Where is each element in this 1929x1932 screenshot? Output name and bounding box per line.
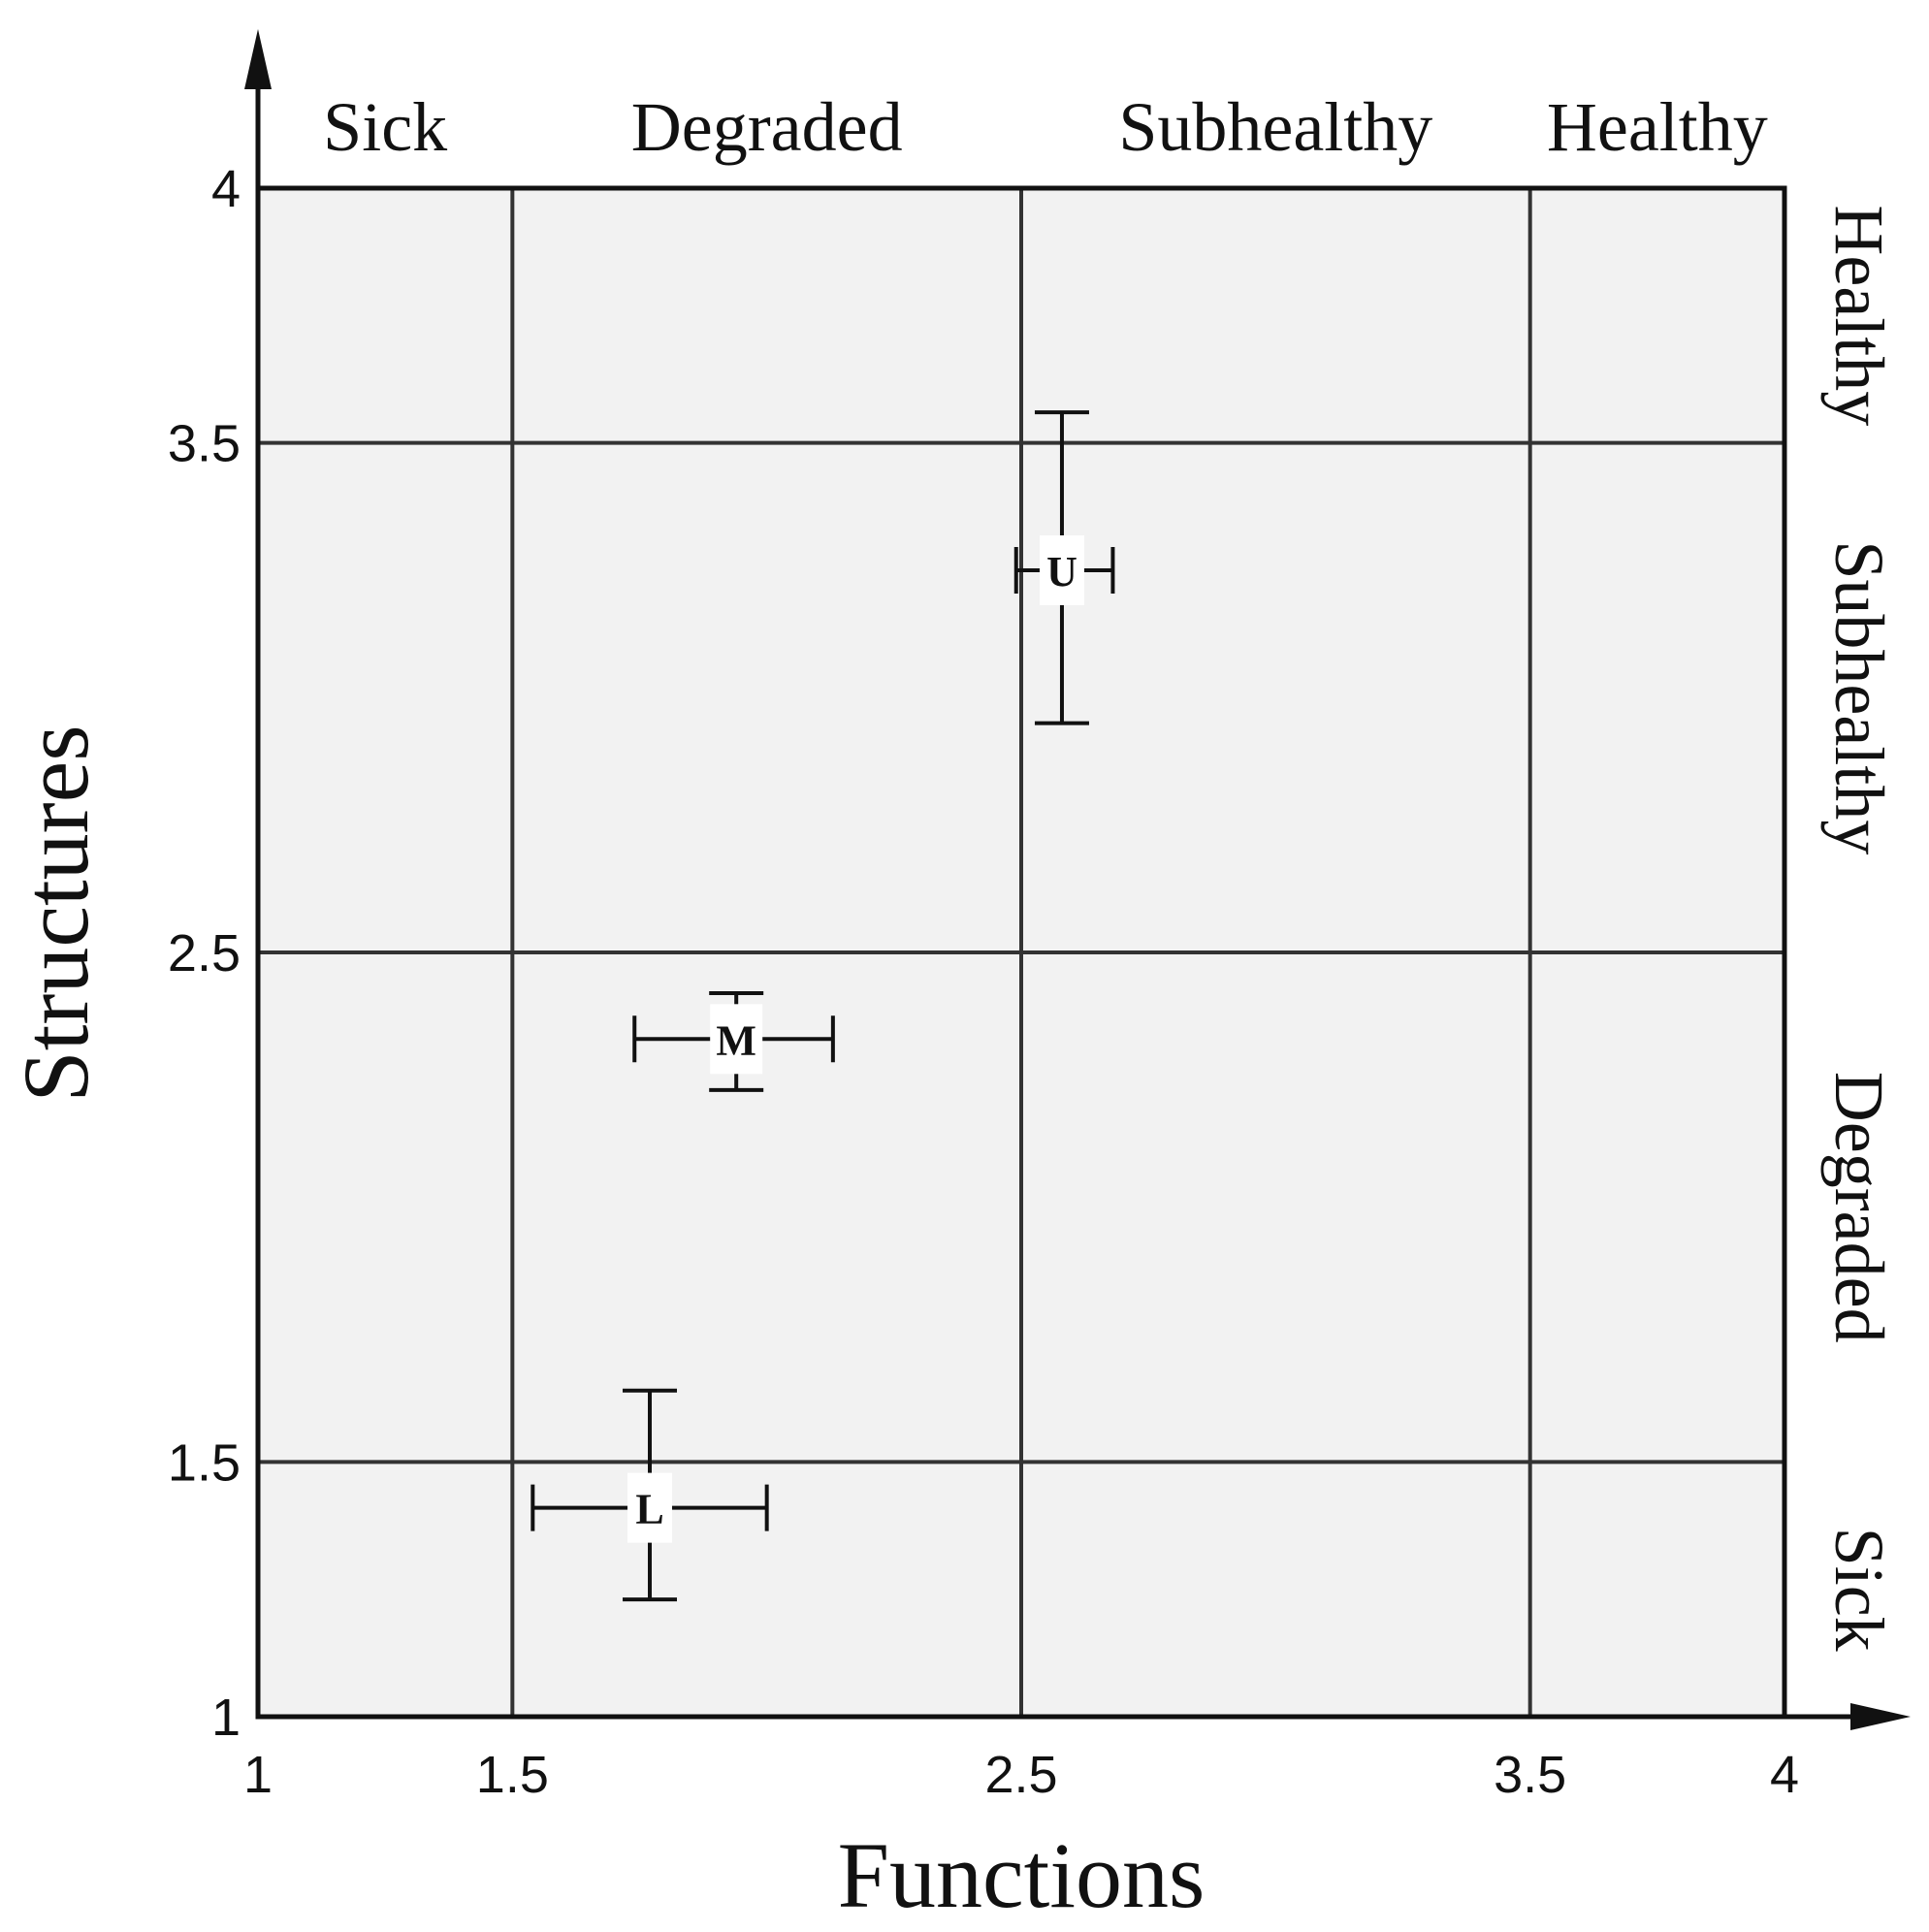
y-tick-label: 1 [211,1689,241,1747]
y-zone-label: Degraded [1820,1072,1898,1343]
y-tick-label: 1.5 [168,1433,241,1492]
x-tick-label: 4 [1770,1746,1799,1804]
point-label: L [635,1486,663,1533]
x-zone-label: Sick [323,88,447,166]
data-point-l: L [530,1388,769,1602]
point-label: M [716,1016,756,1064]
y-zone-label: Healthy [1820,205,1898,426]
y-axis-title: Structures [4,724,108,1102]
x-axis-arrow [1850,1703,1911,1730]
point-marker [710,1004,763,1075]
x-tick-label: 2.5 [984,1746,1057,1804]
point-marker [1039,535,1084,605]
axes [244,29,1911,1730]
x-tick-label: 1 [243,1746,273,1804]
x-zone-label: Subhealthy [1118,88,1432,166]
data-point-m: M [632,991,835,1092]
x-tick-label: 3.5 [1494,1746,1566,1804]
y-zone-label: Subhealthy [1820,540,1898,854]
x-zone-label: Healthy [1547,88,1768,166]
y-zone-label: Sick [1820,1528,1898,1652]
y-tick-label: 3.5 [168,415,241,473]
tick-labels: 1 1.5 2.5 3.5 4 1 1.5 2.5 3.5 4 [168,160,1799,1804]
point-marker [627,1472,672,1543]
data-point-u: U [1013,410,1115,725]
x-tick-label: 1.5 [476,1746,549,1804]
y-axis-arrow [244,29,272,89]
x-zone-label: Degraded [631,88,903,166]
point-label: U [1046,548,1077,596]
y-tick-label: 4 [211,160,241,218]
x-axis-title: Functions [838,1823,1206,1927]
y-tick-label: 2.5 [168,924,241,982]
zone-labels: Sick Degraded Subhealthy Healthy Sick Degrade… [323,88,1898,1652]
data-points: U M L [530,410,1115,1602]
grid-lines [258,188,1784,1717]
